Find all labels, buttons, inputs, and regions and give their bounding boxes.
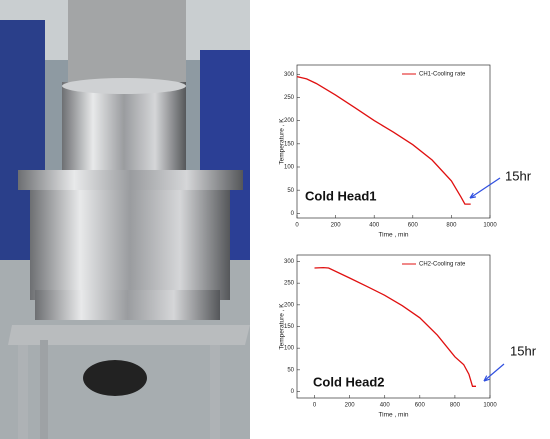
photo	[0, 0, 250, 439]
annotation: Cold Head1	[305, 188, 377, 203]
y-tick-label: 300	[284, 72, 295, 78]
x-tick-label: 200	[345, 403, 356, 409]
x-tick-label: 400	[369, 223, 380, 229]
data-line	[297, 77, 471, 205]
arrow	[484, 364, 504, 381]
y-axis-title: Temperature , K	[279, 303, 286, 350]
legend-label: CH1-Cooling rate	[419, 72, 466, 78]
figure: 05010015020025030002004006008001000Time …	[0, 0, 550, 439]
x-axis-title: Time , min	[378, 412, 408, 419]
x-axis-title: Time , min	[378, 232, 408, 239]
x-tick-label: 0	[313, 403, 317, 409]
x-tick-label: 1000	[483, 403, 497, 409]
annotation: Cold Head2	[313, 374, 385, 389]
annotation: 15hr	[510, 343, 537, 358]
data-line	[315, 268, 477, 387]
x-tick-label: 400	[380, 403, 391, 409]
legend-label: CH2-Cooling rate	[419, 262, 466, 268]
x-tick-label: 600	[408, 223, 419, 229]
y-tick-label: 0	[291, 389, 295, 395]
x-tick-label: 600	[415, 403, 426, 409]
x-tick-label: 0	[295, 223, 299, 229]
y-tick-label: 0	[291, 211, 295, 217]
y-axis-title: Temperature , K	[279, 118, 286, 165]
y-tick-label: 300	[284, 259, 295, 265]
x-tick-label: 1000	[483, 223, 497, 229]
y-tick-label: 50	[287, 367, 294, 373]
arrow	[470, 178, 500, 198]
x-tick-label: 200	[331, 223, 342, 229]
x-tick-label: 800	[450, 403, 461, 409]
y-tick-label: 50	[287, 188, 294, 194]
y-tick-label: 250	[284, 95, 295, 101]
y-tick-label: 250	[284, 281, 295, 287]
x-tick-label: 800	[446, 223, 457, 229]
annotation: 15hr	[505, 168, 532, 183]
